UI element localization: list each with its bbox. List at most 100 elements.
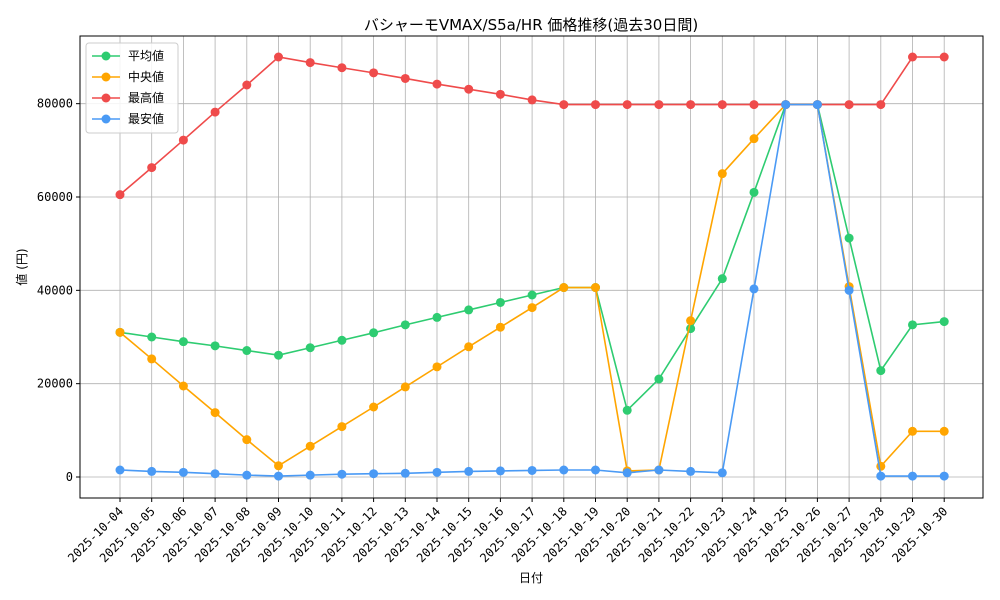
data-point (464, 342, 474, 352)
data-point (274, 471, 283, 481)
data-point (622, 100, 632, 110)
legend-item: 中央値 (92, 69, 164, 84)
data-point (749, 134, 759, 144)
data-point (337, 63, 347, 73)
legend-marker (101, 114, 111, 124)
x-axis-label: 日付 (519, 571, 543, 585)
data-point (622, 468, 632, 478)
data-point (210, 408, 220, 418)
data-point (432, 362, 442, 372)
data-point (369, 328, 379, 338)
data-point (717, 468, 727, 478)
data-point (527, 303, 537, 313)
data-point (464, 305, 474, 315)
data-point (686, 316, 696, 326)
data-point (591, 100, 600, 110)
data-point (591, 283, 600, 293)
data-point (559, 283, 569, 293)
legend-item: 最安値 (92, 111, 164, 126)
data-point (400, 73, 410, 83)
data-point (908, 471, 917, 481)
data-point (432, 312, 442, 322)
data-point (527, 95, 537, 105)
data-point (559, 100, 569, 110)
data-point (115, 190, 125, 200)
data-point (495, 466, 505, 476)
data-point (749, 100, 759, 110)
data-point (464, 84, 474, 94)
legend-marker (101, 51, 111, 61)
data-point (749, 187, 759, 197)
data-point (844, 233, 854, 243)
y-tick-label: 80000 (37, 97, 73, 111)
data-point (305, 58, 315, 68)
data-point (147, 163, 157, 173)
data-point (147, 466, 157, 476)
data-point (876, 461, 886, 471)
legend-label: 最安値 (128, 111, 164, 126)
data-point (242, 470, 252, 480)
data-point (400, 382, 410, 392)
data-point (337, 335, 347, 345)
data-point (654, 100, 664, 110)
data-point (178, 381, 188, 391)
data-point (432, 79, 442, 89)
data-point (337, 422, 347, 432)
data-point (939, 426, 949, 436)
data-point (654, 465, 664, 475)
data-point (559, 465, 569, 475)
data-point (305, 441, 315, 451)
data-point (686, 466, 696, 476)
data-point (876, 366, 886, 376)
data-point (686, 100, 696, 110)
data-point (242, 346, 252, 356)
data-point (369, 469, 379, 479)
data-point (178, 337, 188, 347)
data-point (717, 100, 727, 110)
data-point (939, 52, 949, 62)
data-point (210, 341, 220, 351)
legend-marker (101, 72, 111, 82)
data-point (908, 52, 917, 62)
data-point (274, 52, 283, 62)
data-point (147, 332, 157, 342)
data-point (305, 343, 315, 353)
y-tick-label: 0 (66, 470, 73, 484)
data-point (495, 297, 505, 307)
data-point (337, 469, 347, 479)
data-point (876, 100, 886, 110)
data-point (274, 350, 283, 360)
data-point (464, 466, 474, 476)
legend-box (85, 42, 179, 134)
data-point (908, 426, 917, 436)
legend-label: 平均値 (128, 48, 164, 63)
legend-item: 最高値 (92, 90, 164, 105)
legend-label: 中央値 (128, 69, 164, 84)
data-point (717, 169, 727, 179)
data-point (210, 469, 220, 479)
y-tick-label: 60000 (37, 190, 73, 204)
data-point (876, 471, 886, 481)
y-tick-label: 40000 (37, 283, 73, 297)
data-point (400, 320, 410, 330)
legend-marker (101, 93, 111, 103)
data-point (591, 465, 600, 475)
data-point (939, 317, 949, 327)
data-point (749, 284, 759, 294)
data-point (178, 467, 188, 477)
data-point (432, 467, 442, 477)
data-point (908, 320, 917, 330)
data-point (781, 100, 791, 110)
data-point (115, 327, 125, 337)
data-point (495, 322, 505, 332)
series-3 (115, 100, 949, 481)
data-point (242, 80, 252, 90)
data-point (527, 290, 537, 300)
chart-title: バシャーモVMAX/S5a/HR 価格推移(過去30日間) (364, 16, 698, 34)
grid (80, 36, 983, 498)
y-axis-label: 値 (円) (14, 248, 29, 285)
data-point (654, 374, 664, 384)
legend-label: 最高値 (128, 90, 164, 105)
